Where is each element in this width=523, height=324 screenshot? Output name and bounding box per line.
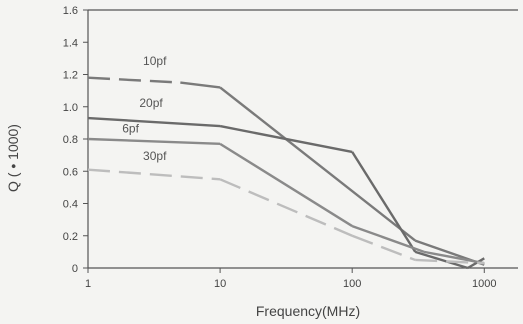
series-10pf-segment [219, 86, 416, 242]
y-tick-label: 0.8 [63, 134, 78, 146]
y-axis-title: Q ( • 1000) [5, 124, 21, 192]
y-ticks: 0 0.2 0.4 0.6 0.8 1.0 1.2 1.4 1.6 [63, 5, 88, 275]
series-30pf-segment [87, 168, 221, 181]
series-6pf-segment [351, 224, 425, 254]
series-6pf-segment [219, 142, 353, 228]
series-20pf-segment [351, 151, 417, 253]
series-30pf-segment [219, 178, 353, 237]
x-axis-title: Frequency(MHz) [256, 303, 360, 319]
series-lines [87, 76, 485, 270]
y-tick-label: 1.0 [63, 102, 78, 114]
series-20pf-segment [467, 257, 485, 270]
x-tick-label: 1 [85, 278, 91, 290]
series-label-10pf: 10pf [143, 54, 167, 68]
x-tick-label: 10 [214, 278, 226, 290]
series-10pf-segment [180, 81, 221, 89]
series-label-20pf: 20pf [139, 96, 163, 110]
y-axis-title-group: Q ( • 1000) [5, 124, 21, 192]
y-tick-label: 0 [72, 263, 78, 275]
y-tick-label: 0.6 [63, 166, 78, 178]
y-tick-label: 1.4 [63, 37, 78, 49]
y-tick-label: 0.4 [63, 199, 78, 211]
series-10pf-segment [87, 76, 181, 84]
series-20pf-segment [87, 116, 221, 128]
series-6pf-segment [423, 250, 485, 265]
x-tick-label: 1000 [472, 278, 496, 290]
series-20pf-segment [219, 124, 353, 154]
y-tick-label: 0.2 [63, 231, 78, 243]
series-20pf-segment [414, 250, 469, 270]
series-6pf-segment [87, 137, 221, 146]
x-tick-label: 100 [343, 278, 361, 290]
series-30pf-segment [415, 258, 485, 265]
series-label-30pf: 30pf [143, 149, 167, 163]
series-label-6pf: 6pf [122, 122, 139, 136]
y-tick-label: 1.6 [63, 5, 78, 17]
x-ticks: 1 10 100 1000 [85, 268, 497, 290]
series-30pf-segment [351, 234, 416, 262]
y-tick-label: 1.2 [63, 70, 78, 82]
